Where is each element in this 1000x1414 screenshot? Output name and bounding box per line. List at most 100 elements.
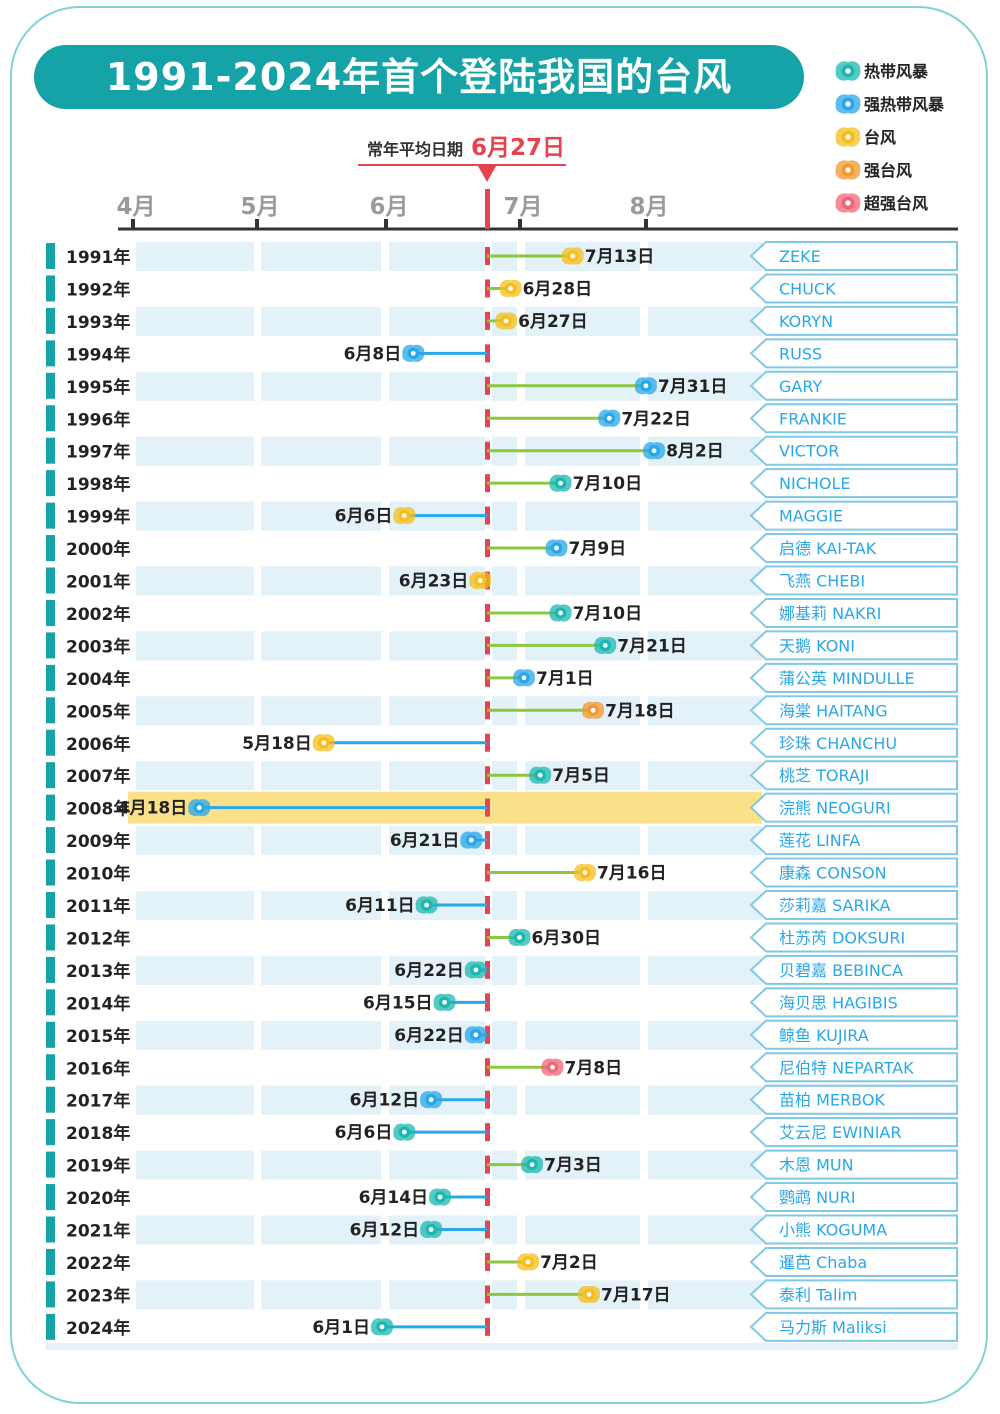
year-marker [46, 794, 55, 821]
year-label: 2010年 [66, 864, 130, 885]
typhoon-point-icon [393, 1123, 416, 1141]
year-label: 1993年 [66, 312, 130, 333]
month-tick [384, 219, 388, 229]
date-label: 7月10日 [573, 604, 643, 624]
row-band [261, 1150, 381, 1180]
row-band [492, 826, 517, 856]
month-tick [644, 219, 648, 229]
year-label: 2013年 [66, 961, 130, 982]
month-tick [518, 219, 522, 229]
year-label: 1991年 [66, 247, 130, 268]
row-band [648, 696, 762, 726]
row-band [136, 371, 254, 401]
date-label: 7月2日 [540, 1253, 598, 1273]
typhoon-name: 珍珠 CHANCHU [779, 734, 897, 753]
date-label: 6月8日 [344, 344, 402, 364]
average-tick [485, 1090, 490, 1109]
year-label: 1997年 [66, 442, 130, 463]
row-band [261, 306, 381, 336]
year-label: 2006年 [66, 734, 130, 755]
year-marker [46, 340, 55, 367]
year-marker [46, 307, 55, 334]
name-tag [749, 241, 958, 271]
typhoon-name: 泰利 Talim [779, 1285, 858, 1304]
date-label: 6月6日 [335, 507, 393, 527]
date-label: 6月30日 [532, 928, 602, 948]
row-band [648, 566, 762, 596]
date-label: 7月16日 [597, 864, 667, 884]
typhoon-name: NICHOLE [779, 474, 851, 493]
year-marker [46, 632, 55, 659]
year-label: 2015年 [66, 1026, 130, 1047]
typhoon-point-icon [464, 961, 487, 979]
average-tick [485, 960, 490, 979]
row-band [648, 891, 762, 920]
date-label: 6月14日 [359, 1188, 429, 1208]
typhoon-name: RUSS [779, 344, 822, 363]
name-tag [749, 597, 958, 628]
typhoon-point-icon [420, 1220, 443, 1239]
average-tick [485, 831, 490, 850]
row-band [525, 1150, 640, 1180]
row-band [136, 1020, 254, 1050]
row-band [648, 436, 762, 466]
typhoon-point-icon [513, 669, 535, 687]
date-label: 6月12日 [350, 1091, 420, 1111]
typhoon-name: MAGGIE [779, 507, 843, 526]
row-band [525, 1215, 640, 1245]
chart-title: 1991-2024年首个登陆我国的台风 [105, 55, 733, 99]
row-band [648, 1280, 762, 1310]
typhoon-name: CHUCK [779, 279, 836, 298]
year-marker [46, 405, 55, 432]
row-band [525, 306, 640, 336]
name-tag [749, 1311, 958, 1342]
name-tag [749, 1149, 958, 1180]
name-tag [749, 695, 958, 726]
row-band [136, 501, 254, 531]
typhoon-point-icon [460, 831, 483, 849]
year-marker [46, 1086, 55, 1113]
typhoon-name: 桃芝 TORAJI [779, 766, 869, 785]
typhoon-name: 娜基莉 NAKRI [779, 604, 881, 623]
row-band [261, 826, 381, 856]
row-band [136, 242, 254, 271]
typhoon-point-icon [549, 604, 572, 622]
year-marker [46, 1119, 55, 1146]
average-tick [485, 506, 490, 525]
row-band [136, 436, 254, 466]
average-tick [485, 1220, 490, 1239]
date-label: 6月22日 [394, 961, 464, 981]
average-tick [485, 1317, 490, 1336]
year-label: 2002年 [66, 604, 130, 625]
year-label: 2009年 [66, 831, 130, 852]
row-band [492, 566, 517, 596]
name-tag [749, 435, 958, 466]
bottom-band [46, 1343, 958, 1350]
typhoon-name: 莎莉嘉 SARIKA [779, 896, 891, 915]
row-band [136, 306, 254, 336]
name-tag [749, 273, 958, 304]
typhoon-name: 康森 CONSON [779, 864, 887, 883]
date-label: 6月11日 [345, 896, 415, 916]
month-tick [131, 219, 135, 229]
month-tick-label: 5月 [240, 194, 279, 220]
year-label: 2018年 [66, 1123, 130, 1144]
typhoon-point-icon [402, 344, 425, 362]
year-label: 2000年 [66, 539, 130, 560]
row-band [525, 501, 640, 531]
row-band [136, 566, 254, 596]
year-marker [46, 599, 55, 626]
row-band [261, 501, 381, 531]
row-band [525, 955, 640, 985]
year-marker [46, 1281, 55, 1308]
year-marker [46, 535, 55, 562]
row-band [261, 242, 381, 271]
row-band [136, 955, 254, 985]
row-band [261, 891, 381, 920]
row-band [136, 891, 254, 920]
average-tick [485, 1025, 490, 1044]
typhoon-point-icon [549, 474, 572, 492]
date-label: 6月1日 [312, 1318, 370, 1338]
row-band [136, 761, 254, 791]
row-band [648, 826, 762, 856]
